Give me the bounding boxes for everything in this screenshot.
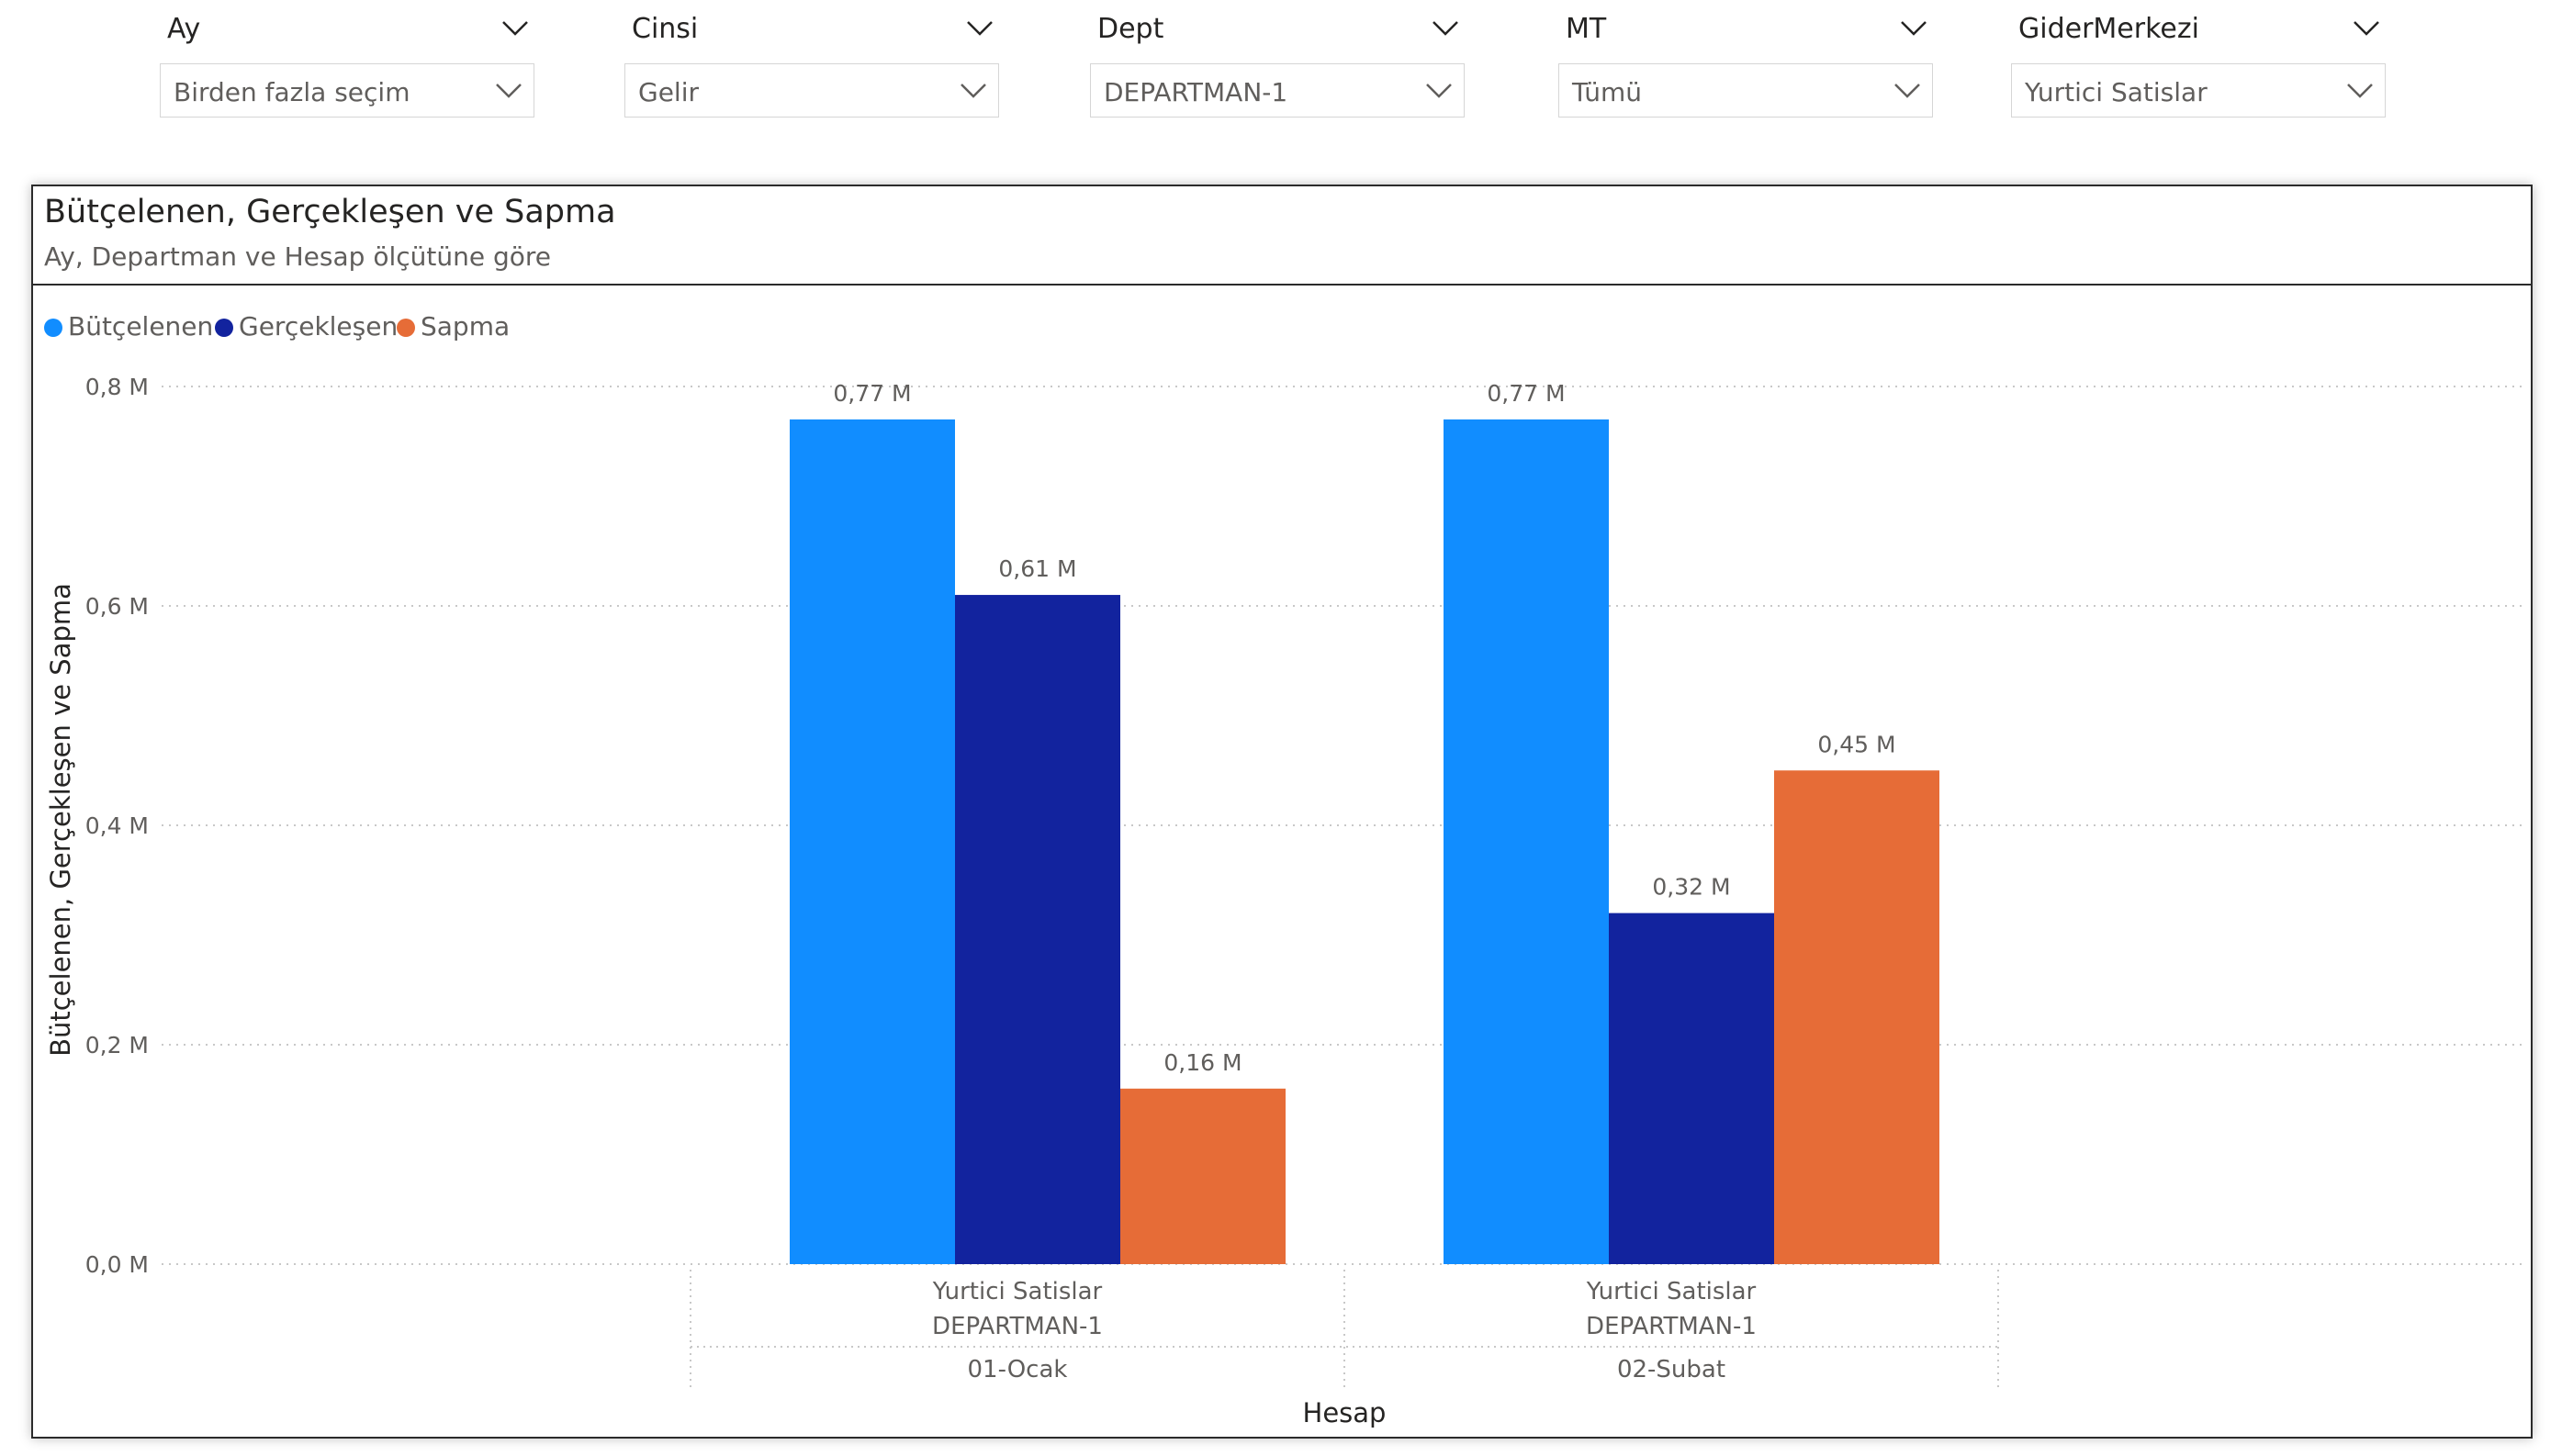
bar-gerçekleşen (1609, 913, 1774, 1264)
data-label: 0,77 M (833, 380, 911, 407)
slicer-header[interactable]: Cinsi (624, 0, 1001, 61)
data-label: 0,77 M (1487, 380, 1565, 407)
slicer-dropdown[interactable]: DEPARTMAN-1 (1090, 63, 1465, 118)
bar-gerçekleşen (955, 595, 1120, 1264)
chevron-down-icon[interactable] (1900, 20, 1927, 37)
slicer-title: Dept (1097, 13, 1164, 45)
y-tick-label: 0,0 M (85, 1251, 149, 1278)
chevron-down-icon[interactable] (1432, 20, 1459, 37)
chevron-down-icon[interactable] (1893, 83, 1921, 99)
slicer-dropdown[interactable]: Yurtici Satislar (2011, 63, 2386, 118)
legend-label: Sapma (421, 311, 511, 342)
data-label: 0,16 M (1163, 1049, 1242, 1076)
chevron-down-icon[interactable] (966, 20, 994, 37)
visual-title: Bütçelenen, Gerçekleşen ve Sapma (44, 194, 616, 230)
slicer-value: Yurtici Satislar (2025, 77, 2208, 107)
visual-subtitle: Ay, Departman ve Hesap ölçütüne göre (44, 241, 551, 272)
chevron-down-icon[interactable] (1425, 83, 1453, 99)
slicer-title: Cinsi (632, 13, 699, 45)
slicer-value: Gelir (638, 77, 699, 107)
chevron-down-icon[interactable] (2353, 20, 2380, 37)
slicer-value: Birden fazla seçim (174, 77, 410, 107)
chevron-down-icon[interactable] (501, 20, 529, 37)
x-category-label: DEPARTMAN-1 (1586, 1313, 1757, 1340)
slicer-dept: Dept DEPARTMAN-1 (1090, 0, 1466, 118)
chart-visual[interactable]: Bütçelenen, Gerçekleşen ve Sapma Ay, Dep… (31, 185, 2533, 1439)
slicer-header[interactable]: GiderMerkezi (2011, 0, 2388, 61)
legend-marker (397, 319, 415, 337)
x-category-label: Yurtici Satislar (932, 1278, 1103, 1305)
legend-label: Gerçekleşen (239, 311, 399, 342)
x-category-label: DEPARTMAN-1 (932, 1313, 1103, 1340)
slicer-dropdown[interactable]: Birden fazla seçim (160, 63, 534, 118)
slicer-header[interactable]: Ay (160, 0, 536, 61)
bar-sapma (1774, 770, 1939, 1264)
slicer-title: MT (1566, 13, 1607, 45)
slicer-value: DEPARTMAN-1 (1104, 77, 1288, 107)
legend-label: Bütçelenen (68, 311, 214, 342)
slicer-dropdown[interactable]: Gelir (624, 63, 999, 118)
y-tick-label: 0,2 M (85, 1032, 149, 1058)
legend-marker (44, 319, 62, 337)
bar-chart: 0,0 M 0,2 M 0,4 M 0,6 M 0,8 M Bütçelenen, Ger… (45, 374, 2522, 1428)
chevron-down-icon[interactable] (495, 83, 522, 99)
y-axis-title: Bütçelenen, Gerçekleşen ve Sapma (45, 583, 76, 1057)
slicer-header[interactable]: MT (1558, 0, 1935, 61)
x-category-label: Yurtici Satislar (1586, 1278, 1757, 1305)
legend-marker (215, 319, 233, 337)
y-tick-label: 0,4 M (85, 812, 149, 839)
slicer-title: Ay (167, 13, 201, 45)
slicer-mt: MT Tümü (1558, 0, 1935, 118)
x-category-label: 01-Ocak (968, 1356, 1068, 1383)
bar-sapma (1120, 1088, 1286, 1264)
slicer-value: Tümü (1572, 77, 1643, 107)
x-category-label: 02-Subat (1617, 1356, 1725, 1383)
chevron-down-icon[interactable] (960, 83, 987, 99)
slicer-header[interactable]: Dept (1090, 0, 1466, 61)
slicer-ay: Ay Birden fazla seçim (160, 0, 536, 118)
slicer-dropdown[interactable]: Tümü (1558, 63, 1933, 118)
data-label: 0,61 M (998, 555, 1076, 582)
slicer-title: GiderMerkezi (2018, 13, 2199, 45)
chevron-down-icon[interactable] (2346, 83, 2374, 99)
slicer-gidermerkezi: GiderMerkezi Yurtici Satislar (2011, 0, 2388, 118)
bar-bütçelenen (1444, 419, 1609, 1265)
bar-bütçelenen (790, 419, 955, 1265)
data-label: 0,32 M (1652, 874, 1730, 901)
slicer-cinsi: Cinsi Gelir (624, 0, 1001, 118)
y-tick-label: 0,6 M (85, 593, 149, 620)
title-divider (33, 284, 2531, 286)
data-label: 0,45 M (1817, 731, 1895, 757)
y-tick-label: 0,8 M (85, 374, 149, 400)
x-axis-title: Hesap (1303, 1397, 1387, 1428)
